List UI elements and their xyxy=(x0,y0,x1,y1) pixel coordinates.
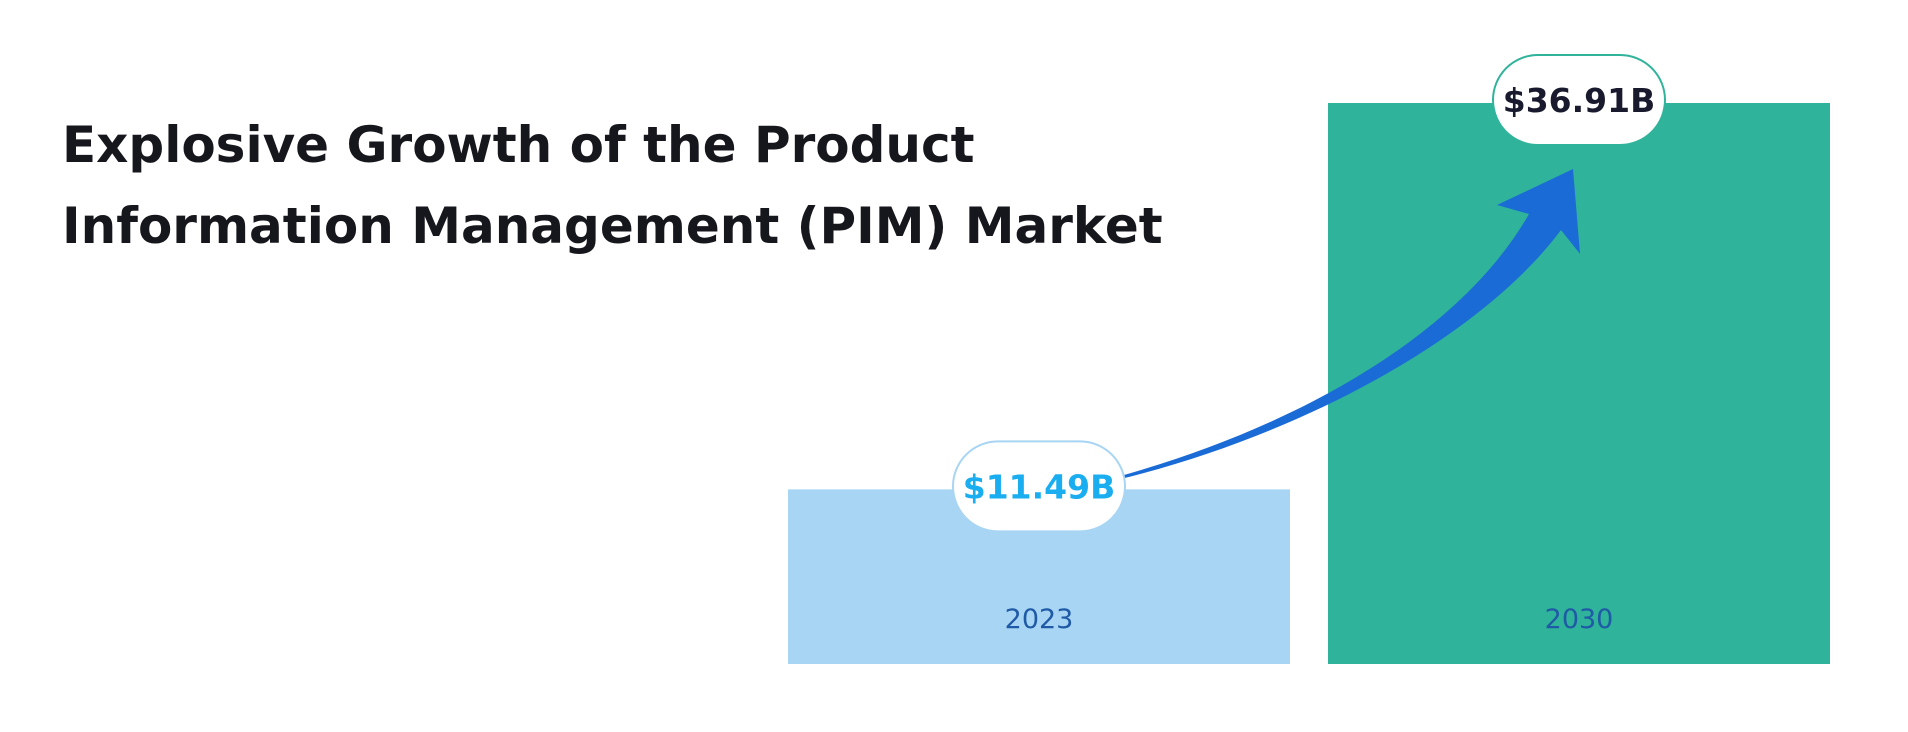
bars: 2023 2030 xyxy=(788,103,1830,664)
value-label-pill xyxy=(952,440,1126,533)
value-label: $11.49B xyxy=(963,467,1116,506)
chart-title: Information Management (PIM) Market xyxy=(62,197,1163,255)
value-labels: $11.49B $36.91B xyxy=(952,54,1666,533)
value-label-pill xyxy=(1492,54,1666,146)
growth-arrow xyxy=(1042,169,1580,495)
bar xyxy=(1328,103,1830,664)
x-tick-label: 2030 xyxy=(1545,604,1614,635)
x-tick-label: 2023 xyxy=(1005,604,1074,635)
chart-title: Explosive Growth of the Product xyxy=(62,116,975,174)
value-label: $36.91B xyxy=(1503,81,1656,120)
